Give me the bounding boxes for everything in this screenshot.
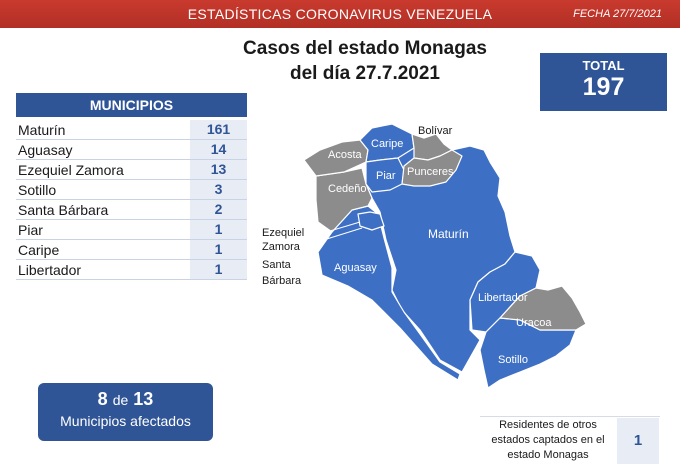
label-cedeno: Cedeño [328,183,367,195]
total-value: 197 [582,73,625,101]
municipio-count: 13 [190,160,247,179]
label-libertador: Libertador [478,292,528,304]
map-region-cedeno [315,167,373,233]
banner-title: ESTADÍSTICAS CORONAVIRUS VENEZUELA [187,6,493,22]
list-item: Santa Bárbara 2 [16,200,247,220]
municipios-header: MUNICIPIOS [16,93,247,117]
municipio-name: Maturín [18,122,66,138]
municipios-list: Maturín 161 Aguasay 14 Ezequiel Zamora 1… [16,120,247,280]
banner-date: FECHA 27/7/2021 [573,8,662,20]
list-item: Caripe 1 [16,240,247,260]
map-region-punceres [401,149,463,187]
residents-line3: estado Monagas [507,449,589,461]
municipio-count: 2 [190,200,247,219]
municipio-name: Sotillo [18,182,57,198]
map-region-uracoa [499,285,587,331]
leader-ezequiel [319,221,361,235]
page-title-line1: Casos del estado Monagas [243,38,487,59]
municipio-count: 161 [190,120,247,139]
residents-divider [480,416,660,417]
municipio-name: Ezequiel Zamora [18,162,124,178]
municipio-count: 1 [190,220,247,239]
residents-line1: Residentes de otros [499,419,597,431]
municipio-name: Santa Bárbara [18,202,109,218]
affected-de: de [112,392,129,408]
total-label: TOTAL [582,58,625,73]
label-bolivar: Bolívar [418,125,453,137]
total-box: TOTAL 197 [540,53,667,111]
label-piar: Piar [376,170,396,182]
municipio-count: 1 [190,260,247,279]
map-region-caripe [359,123,415,163]
label-santa-1: Santa [262,259,292,271]
list-item: Piar 1 [16,220,247,240]
list-item: Libertador 1 [16,260,247,280]
affected-total: 13 [133,389,154,409]
municipio-name: Caripe [18,242,60,258]
residents-value: 1 [617,418,659,464]
list-item: Maturín 161 [16,120,247,140]
affected-count: 8 [97,389,108,409]
affected-box: 8 de 13 Municipios afectados [38,383,213,441]
top-banner: ESTADÍSTICAS CORONAVIRUS VENEZUELA FECHA… [0,0,680,28]
municipio-count: 14 [190,140,247,159]
label-ezequiel-2: Zamora [262,241,301,253]
municipio-name: Piar [18,222,43,238]
page-title: Casos del estado Monagas del día 27.7.20… [215,36,515,86]
residents-line2: estados captados en el [491,434,605,446]
municipio-count: 1 [190,240,247,259]
list-item: Aguasay 14 [16,140,247,160]
municipio-count: 3 [190,180,247,199]
label-santa-2: Bárbara [262,275,302,287]
label-punceres: Punceres [407,166,454,178]
municipio-name: Aguasay [18,142,73,158]
list-item: Sotillo 3 [16,180,247,200]
label-acosta: Acosta [328,149,363,161]
map-region-ezequiel-zamora [357,211,385,231]
label-sotillo: Sotillo [498,354,528,366]
page-title-line2: del día 27.7.2021 [290,63,440,84]
label-uracoa: Uracoa [516,317,552,329]
affected-count-line: 8 de 13 [38,383,213,410]
label-aguasay: Aguasay [334,262,377,274]
municipio-name: Libertador [18,262,82,278]
label-caripe: Caripe [371,138,403,150]
residents-text: Residentes de otros estados captados en … [482,418,614,463]
affected-label: Municipios afectados [60,413,191,429]
list-item: Ezequiel Zamora 13 [16,160,247,180]
label-maturin: Maturín [428,227,469,241]
leader-santa [297,227,363,249]
label-ezequiel-1: Ezequiel [262,227,304,239]
